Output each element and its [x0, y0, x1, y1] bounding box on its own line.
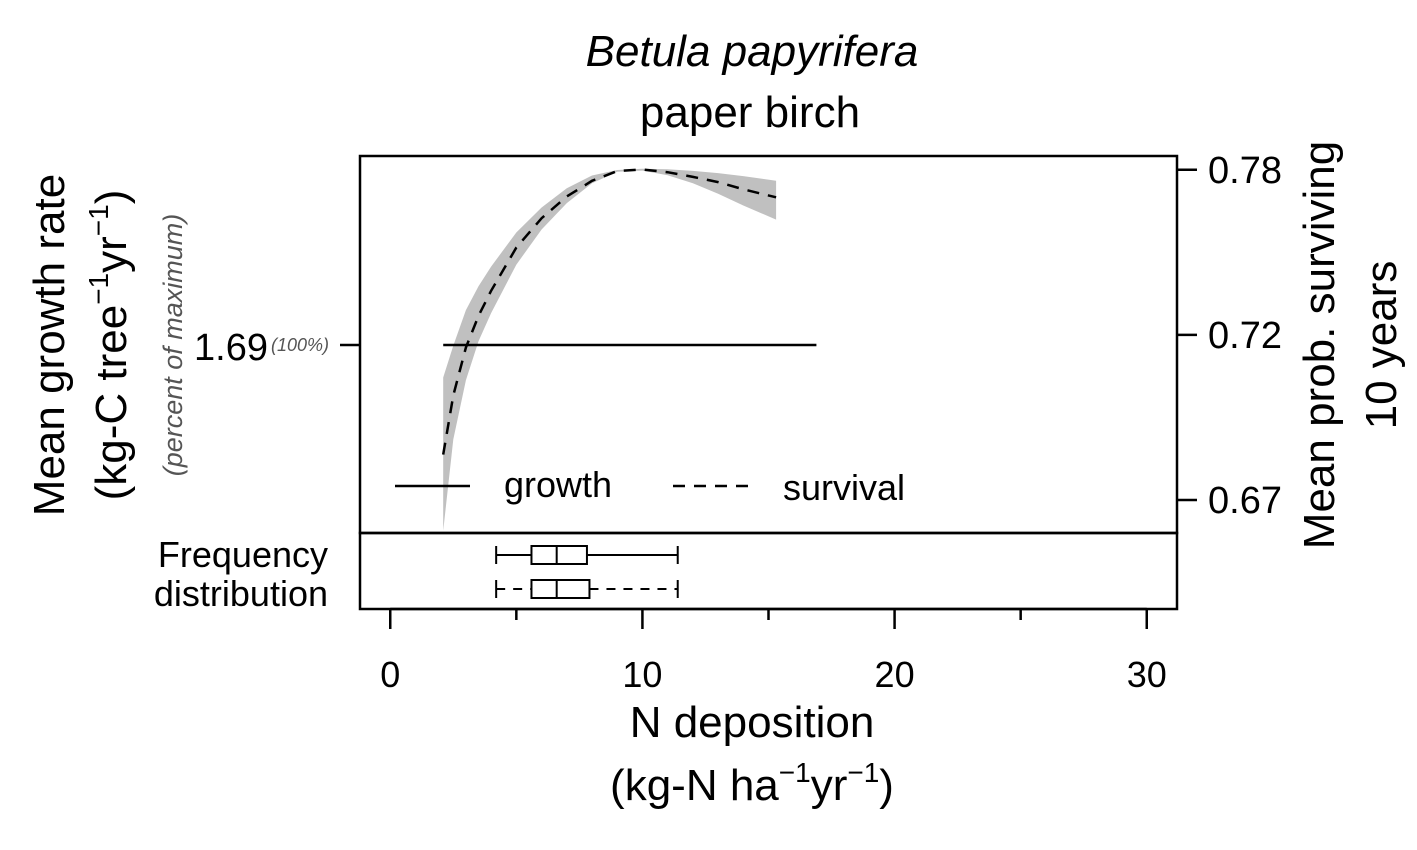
chart-title: Betula papyrifera: [586, 27, 919, 76]
x-axis-label: N deposition: [630, 698, 875, 747]
right-axis-label-line2: 10 years: [1357, 261, 1406, 430]
left-axis-label-group: Mean growth rate: [25, 174, 74, 516]
frequency-boxplots: [495, 545, 679, 599]
boxplot-box: [530, 579, 591, 599]
right-tick-label: 0.78: [1208, 150, 1282, 192]
x-tick-label: 20: [875, 654, 915, 695]
x-axis: 0 10 20 30: [380, 607, 1167, 695]
chart-subtitle: paper birch: [640, 88, 860, 137]
x-tick-label: 30: [1127, 654, 1167, 695]
legend-growth-label: growth: [504, 464, 612, 505]
right-tick-label: 0.72: [1208, 315, 1282, 357]
left-tick-value: 1.69: [194, 327, 268, 369]
legend-survival-label: survival: [783, 467, 905, 508]
left-tick-percent: (100%): [271, 335, 329, 355]
boxplot-box: [530, 545, 588, 565]
legend: growth survival: [395, 464, 905, 508]
x-tick-label: 10: [622, 654, 662, 695]
left-axis-units: (kg-C tree−1yr−1): [83, 190, 136, 501]
left-axis-sublabel-group: (percent of maximum): [158, 214, 188, 477]
x-axis-units: (kg-N ha−1yr−1): [610, 757, 894, 810]
frequency-label-line1: Frequency: [158, 534, 328, 575]
right-tick-label: 0.67: [1208, 480, 1282, 522]
frequency-panel-frame: [358, 531, 1179, 611]
left-axis-sublabel: (percent of maximum): [158, 214, 188, 477]
survival-series-line: [441, 168, 777, 455]
frequency-label-line2: distribution: [154, 573, 328, 614]
left-axis-label: Mean growth rate: [25, 174, 74, 516]
left-axis-units-group: (kg-C tree−1yr−1): [83, 190, 136, 501]
survival-confidence-band: [443, 168, 777, 531]
right-axis-label-group: Mean prob. surviving: [1295, 141, 1344, 549]
x-tick-label: 0: [380, 654, 400, 695]
right-axis-label-line1: Mean prob. surviving: [1295, 141, 1344, 549]
right-axis-label-line2-group: 10 years: [1357, 261, 1406, 430]
right-axis: 0.78 0.72 0.67: [1177, 150, 1282, 522]
